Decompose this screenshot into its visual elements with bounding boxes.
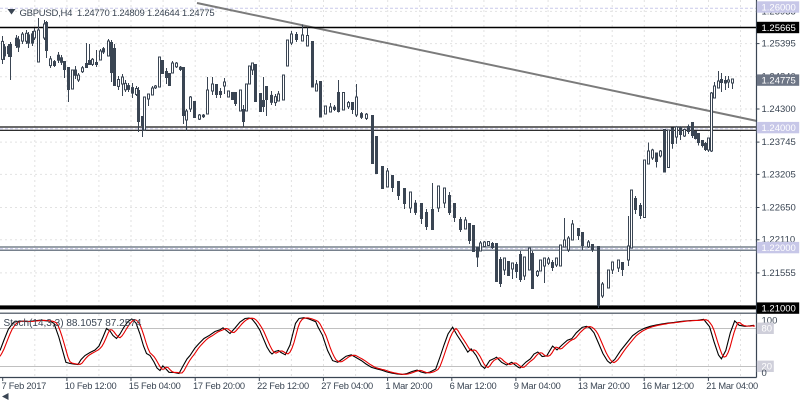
svg-text:27 Feb 04:00: 27 Feb 04:00 [321, 381, 373, 391]
svg-text:21 Mar 04:00: 21 Mar 04:00 [706, 381, 758, 391]
svg-text:20: 20 [762, 362, 773, 373]
svg-text:1.24000: 1.24000 [762, 123, 796, 134]
svg-text:1.24775: 1.24775 [762, 76, 796, 87]
svg-text:22 Feb 12:00: 22 Feb 12:00 [257, 381, 309, 391]
svg-text:1.22650: 1.22650 [762, 202, 796, 213]
svg-text:17 Feb 20:00: 17 Feb 20:00 [193, 381, 245, 391]
svg-text:13 Mar 20:00: 13 Mar 20:00 [578, 381, 630, 391]
svg-text:1.21000: 1.21000 [762, 304, 796, 315]
svg-text:16 Mar 12:00: 16 Mar 12:00 [642, 381, 694, 391]
svg-text:100: 100 [762, 316, 778, 327]
svg-text:1.22110: 1.22110 [762, 235, 796, 246]
svg-text:1.22000: 1.22000 [762, 243, 796, 254]
svg-text:10 Feb 12:00: 10 Feb 12:00 [65, 381, 117, 391]
svg-text:15 Feb 04:00: 15 Feb 04:00 [129, 381, 181, 391]
svg-text:1.21555: 1.21555 [762, 268, 796, 279]
svg-text:1.24300: 1.24300 [762, 104, 796, 115]
svg-text:1.25395: 1.25395 [762, 39, 796, 50]
svg-text:1.25665: 1.25665 [762, 23, 796, 34]
svg-text:80: 80 [762, 324, 773, 335]
svg-text:1.23205: 1.23205 [762, 169, 796, 180]
svg-text:GBPUSD,H4 1.24770 1.24809 1.2: GBPUSD,H4 1.24770 1.24809 1.24644 1.2477… [20, 8, 215, 19]
svg-text:1 Mar 20:00: 1 Mar 20:00 [385, 381, 432, 391]
svg-text:0: 0 [762, 368, 767, 379]
svg-text:6 Mar 12:00: 6 Mar 12:00 [450, 381, 497, 391]
svg-text:9 Mar 04:00: 9 Mar 04:00 [514, 381, 561, 391]
svg-text:1.26000: 1.26000 [762, 2, 796, 13]
svg-text:Stoch(14,3,3) 88.1057 87.2574: Stoch(14,3,3) 88.1057 87.2574 [4, 318, 142, 329]
svg-text:7 Feb 2017: 7 Feb 2017 [2, 381, 47, 391]
svg-text:1.23745: 1.23745 [762, 137, 796, 148]
